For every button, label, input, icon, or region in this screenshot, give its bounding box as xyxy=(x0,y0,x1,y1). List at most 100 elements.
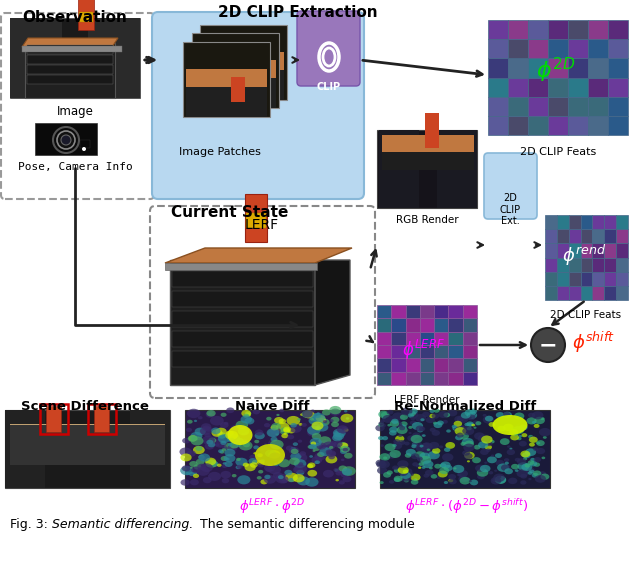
Ellipse shape xyxy=(393,420,402,427)
Bar xyxy=(569,286,580,300)
Bar xyxy=(434,332,449,345)
Bar xyxy=(548,116,568,135)
Ellipse shape xyxy=(220,471,231,478)
Ellipse shape xyxy=(190,479,199,486)
Ellipse shape xyxy=(409,411,419,418)
Bar xyxy=(382,135,474,153)
Bar xyxy=(593,286,604,300)
Ellipse shape xyxy=(257,460,264,465)
Bar xyxy=(580,272,593,286)
Ellipse shape xyxy=(317,423,328,431)
Bar xyxy=(604,257,616,272)
Ellipse shape xyxy=(403,469,408,473)
Ellipse shape xyxy=(225,431,238,439)
Ellipse shape xyxy=(285,473,298,482)
Text: $\phi^{LERF}$: $\phi^{LERF}$ xyxy=(403,338,445,362)
Text: 2D CLIP Feats: 2D CLIP Feats xyxy=(520,147,596,157)
Ellipse shape xyxy=(398,434,403,437)
Ellipse shape xyxy=(520,474,527,479)
Ellipse shape xyxy=(344,410,348,412)
Ellipse shape xyxy=(301,411,312,418)
Ellipse shape xyxy=(188,435,197,442)
Ellipse shape xyxy=(195,427,206,435)
Ellipse shape xyxy=(394,439,400,444)
Ellipse shape xyxy=(273,472,282,479)
Ellipse shape xyxy=(518,435,522,437)
Ellipse shape xyxy=(194,420,197,422)
Ellipse shape xyxy=(408,432,412,434)
Bar xyxy=(569,215,580,229)
Ellipse shape xyxy=(461,412,470,419)
Bar xyxy=(186,69,267,87)
Bar xyxy=(420,332,434,345)
Ellipse shape xyxy=(404,479,409,482)
Ellipse shape xyxy=(274,463,279,466)
Bar xyxy=(203,52,284,70)
Bar xyxy=(172,291,313,307)
Bar xyxy=(616,286,628,300)
Ellipse shape xyxy=(258,463,264,468)
Ellipse shape xyxy=(452,426,459,431)
Ellipse shape xyxy=(189,467,193,469)
Ellipse shape xyxy=(323,470,334,478)
Ellipse shape xyxy=(533,447,538,451)
Ellipse shape xyxy=(427,449,430,451)
Ellipse shape xyxy=(329,446,333,449)
Ellipse shape xyxy=(193,446,205,454)
Ellipse shape xyxy=(220,441,227,445)
Bar xyxy=(10,424,165,442)
Ellipse shape xyxy=(529,469,534,473)
Bar xyxy=(580,257,593,272)
Bar xyxy=(604,272,616,286)
Text: Re-Normalized Diff: Re-Normalized Diff xyxy=(394,400,536,413)
Ellipse shape xyxy=(532,411,543,419)
Bar xyxy=(528,116,548,135)
Bar xyxy=(79,12,93,22)
Bar xyxy=(130,410,170,488)
Ellipse shape xyxy=(333,429,346,438)
Ellipse shape xyxy=(529,442,535,446)
Bar xyxy=(40,404,68,434)
Ellipse shape xyxy=(420,456,431,464)
Bar xyxy=(616,272,628,286)
Ellipse shape xyxy=(342,476,351,482)
Text: Image: Image xyxy=(56,105,93,118)
Ellipse shape xyxy=(539,428,551,436)
Bar xyxy=(608,97,628,116)
Ellipse shape xyxy=(218,434,230,443)
Bar xyxy=(420,345,434,358)
Ellipse shape xyxy=(422,466,426,469)
Bar xyxy=(172,311,313,327)
Ellipse shape xyxy=(448,474,456,480)
Ellipse shape xyxy=(483,416,494,424)
Ellipse shape xyxy=(248,458,257,464)
Ellipse shape xyxy=(340,449,347,454)
Ellipse shape xyxy=(408,472,414,476)
Ellipse shape xyxy=(300,451,306,456)
Bar xyxy=(406,305,420,319)
Bar xyxy=(449,305,463,319)
Ellipse shape xyxy=(485,416,493,422)
Ellipse shape xyxy=(527,460,534,465)
Ellipse shape xyxy=(522,463,532,471)
Bar xyxy=(170,260,315,385)
Ellipse shape xyxy=(323,441,335,450)
Ellipse shape xyxy=(461,442,467,446)
Text: LERF: LERF xyxy=(245,218,279,232)
Ellipse shape xyxy=(330,408,340,416)
Ellipse shape xyxy=(221,456,228,461)
Ellipse shape xyxy=(496,412,504,418)
Bar xyxy=(391,332,406,345)
Ellipse shape xyxy=(257,447,264,452)
Bar xyxy=(557,215,569,229)
Ellipse shape xyxy=(221,412,227,417)
Ellipse shape xyxy=(236,458,248,467)
Ellipse shape xyxy=(467,460,470,463)
Ellipse shape xyxy=(382,416,386,419)
Ellipse shape xyxy=(294,453,307,462)
Ellipse shape xyxy=(392,442,402,449)
Ellipse shape xyxy=(212,429,223,437)
Bar xyxy=(420,358,434,372)
Bar xyxy=(608,58,628,78)
Bar xyxy=(528,20,548,39)
